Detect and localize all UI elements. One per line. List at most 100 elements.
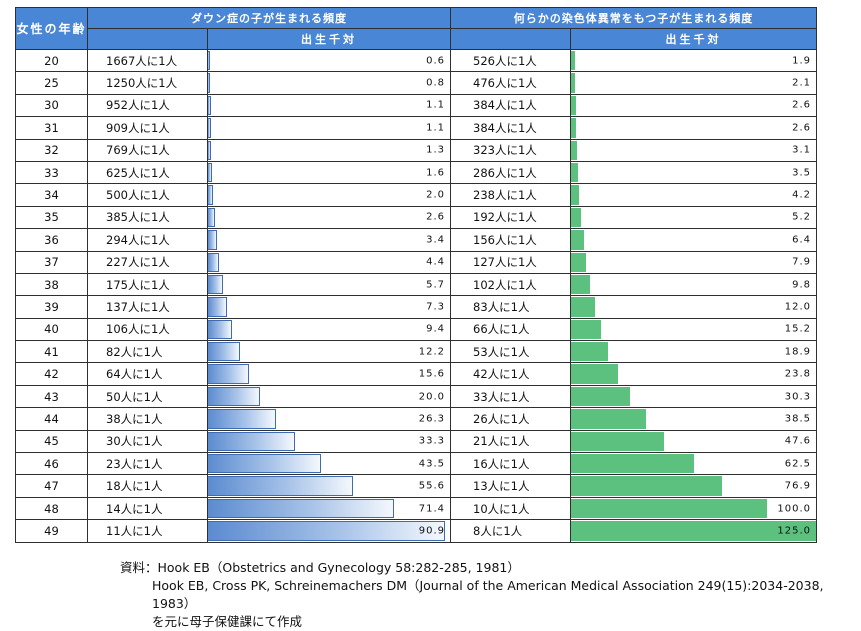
chrom-value-label: 6.4 <box>792 234 811 246</box>
chrom-per-thousand-cell: 76.9 <box>570 474 817 498</box>
age-cell: 37 <box>15 250 88 274</box>
table-row: 39 137人に1人 7.3 83人に1人 12.0 <box>15 295 817 319</box>
chrom-per-thousand-cell: 18.9 <box>570 340 817 364</box>
table-row: 41 82人に1人 12.2 53人に1人 18.9 <box>15 340 817 364</box>
table-row: 34 500人に1人 2.0 238人に1人 4.2 <box>15 183 817 207</box>
chrom-bar <box>571 207 582 228</box>
chrom-bar <box>571 51 575 71</box>
chrom-value-label: 9.8 <box>792 279 811 291</box>
down-frequency-cell: 30人に1人 <box>87 429 208 454</box>
table-row: 32 769人に1人 1.3 323人に1人 3.1 <box>15 138 817 162</box>
down-bar <box>208 185 214 205</box>
chrom-frequency-cell: 13人に1人 <box>450 474 571 498</box>
chrom-bar <box>571 274 591 295</box>
chrom-per-thousand-cell: 125.0 <box>570 519 817 543</box>
chrom-per-thousand-header: 出生千対 <box>570 28 817 50</box>
down-value-label: 1.6 <box>426 167 445 179</box>
down-frequency-cell: 175人に1人 <box>87 272 208 297</box>
chrom-frequency-cell: 127人に1人 <box>450 250 571 274</box>
age-cell: 34 <box>15 183 88 207</box>
down-frequency-cell: 500人に1人 <box>87 183 208 207</box>
chrom-value-label: 5.2 <box>792 211 811 223</box>
age-cell: 41 <box>15 340 88 364</box>
table-row: 45 30人に1人 33.3 21人に1人 47.6 <box>15 429 817 454</box>
table-row: 43 50人に1人 20.0 33人に1人 30.3 <box>15 384 817 409</box>
down-frequency-cell: 64人に1人 <box>87 362 208 386</box>
down-per-thousand-cell: 0.8 <box>207 71 451 95</box>
chrom-value-label: 38.5 <box>784 413 811 425</box>
age-cell: 47 <box>15 474 88 498</box>
age-column-header: 女性の年齢 <box>15 7 88 50</box>
down-value-label: 3.4 <box>426 234 445 246</box>
chrom-value-label: 12.0 <box>784 301 811 313</box>
down-per-thousand-cell: 12.2 <box>207 340 451 364</box>
down-per-thousand-header: 出生千対 <box>207 28 451 50</box>
down-frequency-cell: 14人に1人 <box>87 496 208 521</box>
down-bar <box>208 521 445 541</box>
chrom-bar <box>571 73 576 93</box>
table-row: 49 11人に1人 90.9 8人に1人 125.0 <box>15 519 817 543</box>
down-per-thousand-cell: 71.4 <box>207 496 451 521</box>
table-row: 25 1250人に1人 0.8 476人に1人 2.1 <box>15 71 817 95</box>
frequency-table: 女性の年齢 ダウン症の子が生まれる頻度 何らかの染色体異常をもつ子が生まれる頻度… <box>15 7 817 543</box>
chrom-value-label: 3.5 <box>792 167 811 179</box>
chrom-bar <box>571 454 694 474</box>
chrom-frequency-subheader <box>450 28 571 50</box>
chrom-value-label: 47.6 <box>784 435 811 447</box>
chrom-bar <box>571 364 618 384</box>
chrom-frequency-cell: 384人に1人 <box>450 93 571 118</box>
down-per-thousand-cell: 2.0 <box>207 183 451 207</box>
down-per-thousand-cell: 1.6 <box>207 160 451 185</box>
age-cell: 44 <box>15 407 88 431</box>
chrom-bar <box>571 342 609 362</box>
down-per-thousand-cell: 55.6 <box>207 474 451 498</box>
chrom-per-thousand-cell: 100.0 <box>570 496 817 521</box>
chrom-per-thousand-cell: 12.0 <box>570 295 817 319</box>
down-value-label: 55.6 <box>418 480 445 492</box>
chrom-value-label: 62.5 <box>784 458 811 470</box>
chrom-per-thousand-cell: 2.6 <box>570 116 817 140</box>
down-value-label: 9.4 <box>426 323 445 335</box>
down-value-label: 15.6 <box>418 368 445 380</box>
chrom-frequency-cell: 476人に1人 <box>450 71 571 95</box>
down-value-label: 2.6 <box>426 211 445 223</box>
down-value-label: 90.9 <box>418 525 445 537</box>
down-per-thousand-cell: 20.0 <box>207 384 451 409</box>
chrom-per-thousand-cell: 30.3 <box>570 384 817 409</box>
chrom-frequency-cell: 238人に1人 <box>450 183 571 207</box>
chrom-frequency-cell: 526人に1人 <box>450 48 571 73</box>
down-value-label: 43.5 <box>418 458 445 470</box>
chrom-value-label: 3.1 <box>792 144 811 156</box>
down-bar <box>208 51 210 71</box>
down-bar <box>208 476 353 496</box>
down-per-thousand-cell: 15.6 <box>207 362 451 386</box>
chrom-value-label: 1.9 <box>792 55 811 67</box>
chrom-per-thousand-cell: 2.6 <box>570 93 817 118</box>
chrom-bar <box>571 140 578 160</box>
chrom-bar <box>571 476 722 496</box>
chrom-frequency-cell: 53人に1人 <box>450 340 571 364</box>
down-per-thousand-cell: 4.4 <box>207 250 451 274</box>
down-value-label: 20.0 <box>418 391 445 403</box>
table-row: 40 106人に1人 9.4 66人に1人 15.2 <box>15 317 817 342</box>
chrom-value-label: 100.0 <box>777 503 811 514</box>
chrom-per-thousand-cell: 3.1 <box>570 138 817 162</box>
chrom-per-thousand-cell: 23.8 <box>570 362 817 386</box>
down-per-thousand-cell: 1.1 <box>207 93 451 118</box>
down-bar <box>208 386 261 407</box>
down-value-label: 1.3 <box>426 144 445 156</box>
table-row: 31 909人に1人 1.1 384人に1人 2.6 <box>15 116 817 140</box>
chrom-frequency-cell: 83人に1人 <box>450 295 571 319</box>
chrom-frequency-cell: 66人に1人 <box>450 317 571 342</box>
age-cell: 45 <box>15 429 88 454</box>
down-value-label: 4.4 <box>426 256 445 268</box>
age-cell: 31 <box>15 116 88 140</box>
down-per-thousand-cell: 26.3 <box>207 407 451 431</box>
age-cell: 32 <box>15 138 88 162</box>
down-per-thousand-cell: 90.9 <box>207 519 451 543</box>
down-bar <box>208 454 322 474</box>
chrom-per-thousand-cell: 47.6 <box>570 429 817 454</box>
down-frequency-cell: 952人に1人 <box>87 93 208 118</box>
down-value-label: 12.2 <box>418 346 445 358</box>
chrom-frequency-cell: 323人に1人 <box>450 138 571 162</box>
